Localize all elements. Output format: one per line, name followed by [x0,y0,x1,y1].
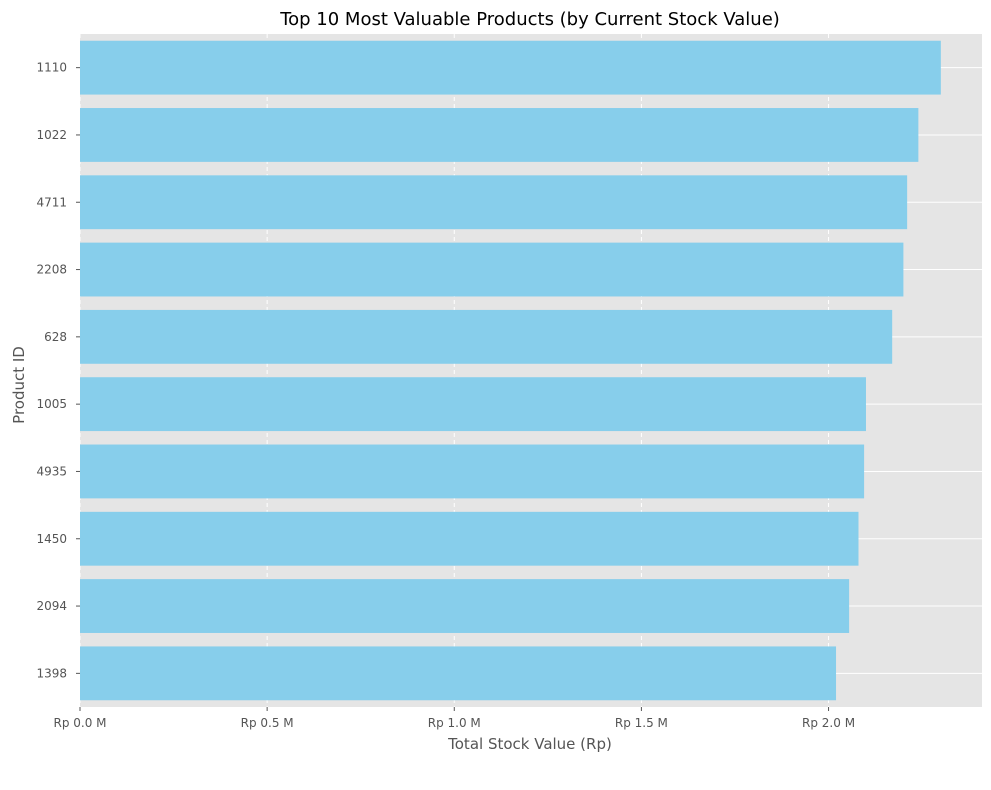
bar-628 [80,309,893,364]
y-tick-label: 2094 [36,599,67,613]
y-tick-label: 1398 [36,666,67,680]
bar-1005 [80,377,866,432]
bar-4711 [80,175,908,230]
x-axis-label: Total Stock Value (Rp) [447,735,612,753]
y-tick-label: 1022 [36,128,67,142]
y-tick-label: 1450 [36,532,67,546]
bar-1450 [80,511,859,566]
x-tick-label: Rp 1.5 M [615,716,668,730]
bar-2208 [80,242,904,297]
bar-1022 [80,108,919,162]
bar-4935 [80,444,865,499]
x-tick-label: Rp 0.0 M [53,716,106,730]
bar-1110 [80,40,941,95]
x-tick-label: Rp 2.0 M [802,716,855,730]
y-tick-label: 2208 [36,263,67,277]
x-axis-ticks: Rp 0.0 M Rp 0.5 M Rp 1.0 M Rp 1.5 M Rp 2.0 M [53,707,855,730]
y-axis-ticks: 1110 1022 4711 2208 628 1005 4935 1450 2094 1398 [36,61,80,680]
y-tick-label: 628 [44,330,67,344]
y-axis-label: Product ID [10,346,28,424]
x-tick-label: Rp 1.0 M [428,716,481,730]
chart-title: Top 10 Most Valuable Products (by Curren… [279,9,780,30]
x-tick-label: Rp 0.5 M [241,716,294,730]
y-tick-label: 1005 [36,397,67,411]
bar-1398 [80,646,837,701]
bars [80,40,941,701]
y-tick-label: 1110 [36,61,67,75]
bar-2094 [80,579,850,633]
y-tick-label: 4935 [36,464,67,478]
y-tick-label: 4711 [36,195,67,209]
